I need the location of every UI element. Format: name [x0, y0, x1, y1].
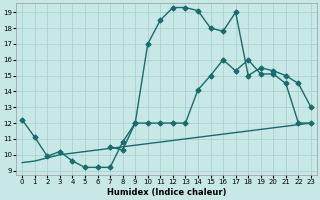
X-axis label: Humidex (Indice chaleur): Humidex (Indice chaleur) [107, 188, 226, 197]
